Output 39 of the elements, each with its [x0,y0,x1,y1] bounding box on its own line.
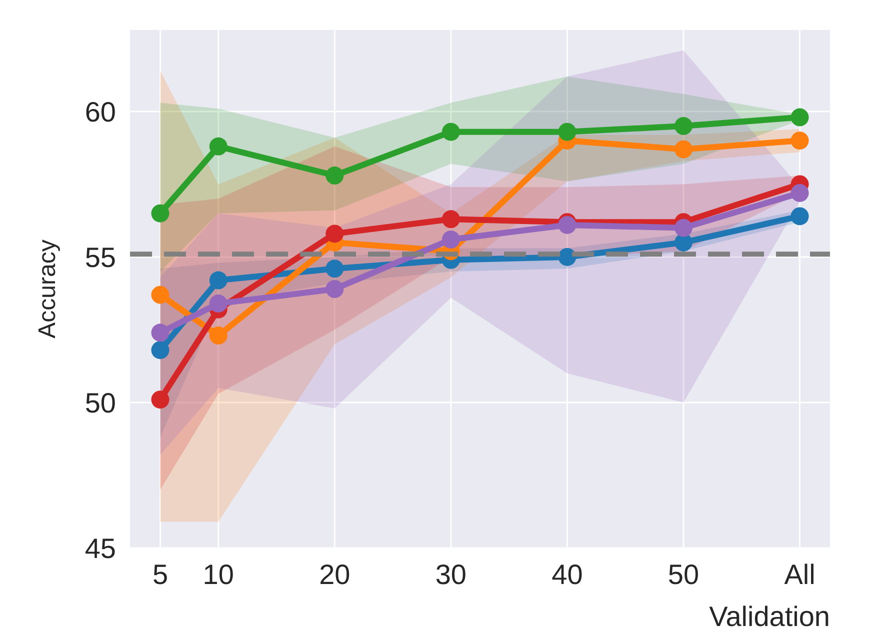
point [674,233,692,252]
x-tick-label: 5 [152,559,168,590]
point [326,166,344,185]
point [558,122,576,141]
point [790,132,809,150]
x-tick-label: 30 [435,559,467,590]
x-tick-label: 20 [319,559,350,590]
point [790,108,809,126]
point [674,117,692,136]
y-tick-label: 45 [84,532,116,564]
point [326,224,344,243]
point [442,210,460,228]
point [674,218,692,237]
x-tick-label: 50 [668,559,700,590]
point [151,204,170,222]
x-tick-label: 40 [552,559,583,590]
y-tick-label: 50 [84,387,116,418]
point [326,280,344,298]
x-axis-title: Validation [709,601,830,632]
point [151,390,170,409]
point [151,286,170,304]
point [442,122,460,141]
point [209,294,228,313]
x-tick-label: All [784,559,816,590]
y-tick-label: 55 [84,242,116,273]
point [790,207,809,226]
point [151,324,170,342]
point [209,271,228,290]
point [674,140,692,158]
point [326,260,344,278]
point [790,184,809,202]
point [442,230,460,249]
point [151,341,170,360]
y-axis-title: Accuracy [34,240,61,338]
point [209,326,228,345]
y-tick-label: 60 [84,96,116,128]
x-tick-label: 10 [202,559,234,590]
point [209,137,228,156]
point [558,248,576,266]
